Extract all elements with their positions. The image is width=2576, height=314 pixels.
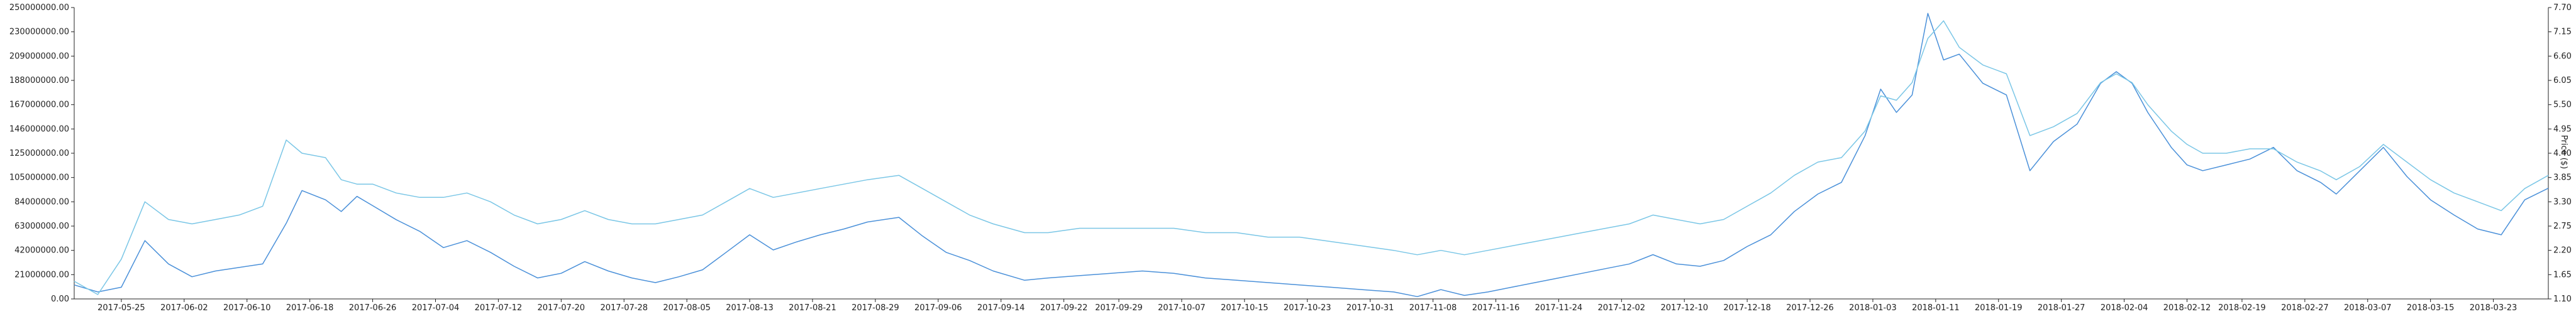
right-tick-label: 7.15 (2553, 28, 2572, 37)
x-tick-label: 2017-07-04 (412, 303, 460, 313)
left-tick-label: 105000000.00 (9, 173, 69, 183)
right-axis-series-line (74, 20, 2549, 295)
x-tick-label: 2018-03-07 (2344, 303, 2392, 313)
right-tick-label: 3.85 (2553, 173, 2572, 183)
x-tick-label: 2017-12-02 (1598, 303, 1646, 313)
right-tick-label: 2.20 (2553, 246, 2572, 256)
left-tick-label: 42000000.00 (14, 246, 69, 256)
x-tick-label: 2017-07-12 (475, 303, 523, 313)
x-tick-label: 2017-08-13 (726, 303, 774, 313)
right-axis-title: Price ($) (2559, 135, 2568, 169)
x-tick-label: 2017-12-26 (1786, 303, 1834, 313)
x-tick-label: 2017-10-07 (1158, 303, 1206, 313)
right-tick-label: 7.70 (2553, 3, 2572, 13)
left-tick-label: 125000000.00 (9, 149, 69, 158)
x-tick-label: 2018-01-27 (2038, 303, 2085, 313)
right-tick-label: 4.95 (2553, 124, 2572, 134)
x-tick-label: 2017-08-05 (663, 303, 711, 313)
left-tick-label: 209000000.00 (9, 51, 69, 61)
left-tick-label: 63000000.00 (14, 222, 69, 231)
x-tick-label: 2017-10-15 (1221, 303, 1269, 313)
right-tick-label: 6.05 (2553, 76, 2572, 85)
x-tick-label: 2017-06-26 (349, 303, 397, 313)
right-tick-label: 1.65 (2553, 270, 2572, 279)
x-tick-label: 2018-02-12 (2163, 303, 2211, 313)
right-tick-label: 3.30 (2553, 197, 2572, 207)
x-tick-label: 2017-08-29 (852, 303, 899, 313)
x-tick-label: 2017-09-06 (914, 303, 962, 313)
left-tick-label: 21000000.00 (14, 270, 69, 279)
x-axis: 2017-05-25 2017-06-02 2017-06-10 2017-06-18… (74, 298, 2548, 313)
x-tick-label: 2018-03-15 (2407, 303, 2455, 313)
x-tick-label: 2018-02-04 (2101, 303, 2148, 313)
x-tick-label: 2017-09-29 (1095, 303, 1143, 313)
x-tick-label: 2017-12-18 (1723, 303, 1771, 313)
right-tick-label: 4.40 (2553, 149, 2572, 158)
x-tick-label: 2017-11-16 (1472, 303, 1520, 313)
x-tick-label: 2017-10-31 (1346, 303, 1394, 313)
left-y-axis: 0.00 21000000.00 42000000.00 63000000.00 840… (9, 3, 75, 304)
right-tick-label: 2.75 (2553, 222, 2572, 231)
x-tick-label: 2017-08-21 (789, 303, 836, 313)
x-tick-label: 2017-06-18 (286, 303, 334, 313)
right-tick-label: 1.10 (2553, 295, 2572, 304)
x-tick-label: 2017-06-10 (223, 303, 271, 313)
left-tick-label: 84000000.00 (14, 197, 69, 207)
x-tick-label: 2017-07-28 (600, 303, 648, 313)
x-tick-label: 2017-07-20 (538, 303, 586, 313)
left-tick-label: 0.00 (51, 295, 69, 304)
x-tick-label: 2017-11-24 (1535, 303, 1583, 313)
right-tick-label: 5.50 (2553, 100, 2572, 110)
x-tick-label: 2017-12-10 (1660, 303, 1708, 313)
left-tick-label: 188000000.00 (9, 76, 69, 85)
series-layer (74, 13, 2549, 298)
x-tick-label: 2018-02-19 (2218, 303, 2266, 313)
x-tick-label: 2017-09-22 (1040, 303, 1088, 313)
left-tick-label: 146000000.00 (9, 124, 69, 134)
x-tick-label: 2017-11-08 (1409, 303, 1457, 313)
x-tick-label: 2018-01-11 (1912, 303, 1960, 313)
right-y-axis: 1.10 1.65 2.20 2.75 3.30 3.85 4.40 4.95 5.50 6.05… (2548, 3, 2572, 304)
x-tick-label: 2018-02-27 (2281, 303, 2329, 313)
x-tick-label: 2018-01-19 (1975, 303, 2023, 313)
x-tick-label: 2017-06-02 (160, 303, 208, 313)
left-tick-label: 167000000.00 (9, 100, 69, 110)
left-axis-series-line (74, 13, 2549, 298)
left-tick-label: 230000000.00 (9, 28, 69, 37)
x-tick-label: 2017-10-23 (1284, 303, 1331, 313)
right-tick-label: 6.60 (2553, 51, 2572, 61)
x-tick-label: 2018-01-03 (1849, 303, 1897, 313)
x-tick-label: 2017-09-14 (977, 303, 1025, 313)
x-tick-label: 2018-03-23 (2470, 303, 2518, 313)
x-tick-label: 2017-05-25 (97, 303, 145, 313)
left-tick-label: 250000000.00 (9, 3, 69, 13)
